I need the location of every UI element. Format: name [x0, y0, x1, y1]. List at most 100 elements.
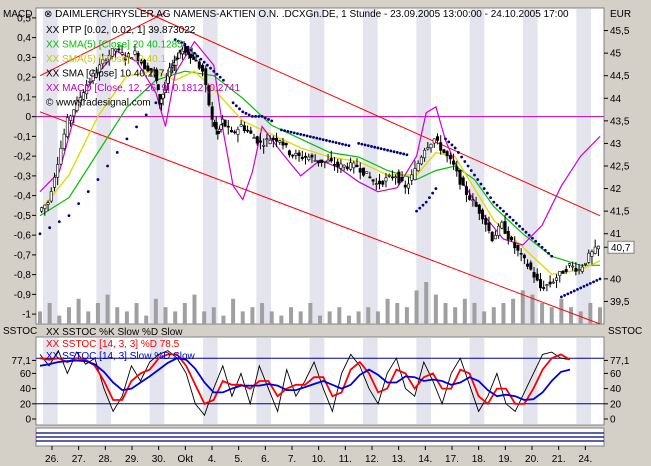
candle-body — [78, 97, 82, 103]
candle-body — [423, 149, 427, 159]
candle-body — [442, 149, 446, 153]
day-band — [256, 9, 271, 323]
price-tick-label: 43,5 — [610, 116, 630, 127]
volume-bar — [163, 307, 168, 324]
sar-dot — [434, 187, 438, 190]
volume-bar — [298, 311, 303, 324]
sar-dot — [363, 143, 367, 147]
volume-bar — [38, 311, 42, 324]
sar-dot — [325, 139, 328, 142]
price-tick-label: 41,5 — [610, 207, 630, 218]
sar-dot — [473, 173, 476, 177]
volume-bar — [588, 303, 593, 324]
candle-body — [426, 147, 430, 150]
volume-bar — [115, 307, 120, 324]
candle-body — [155, 69, 159, 82]
candle-body — [275, 137, 279, 142]
candle-body — [316, 160, 320, 164]
sar-dot — [366, 144, 370, 148]
sar-dot — [234, 104, 238, 108]
day-band — [469, 9, 485, 323]
candle-body — [551, 281, 555, 284]
sar-dot — [514, 221, 518, 225]
sar-dot — [505, 212, 509, 216]
sar-dot — [379, 147, 383, 151]
sar-dot — [289, 130, 293, 134]
candle-body — [307, 156, 311, 160]
candle-body — [590, 251, 594, 257]
sar-dot — [592, 280, 595, 284]
candle-body — [593, 246, 597, 254]
sar-dot — [257, 114, 261, 118]
sar-dot — [479, 182, 483, 186]
candle-body — [94, 72, 98, 78]
stoch-tick-label: 60 — [610, 369, 622, 380]
volume-bar — [173, 311, 178, 324]
day-band — [523, 9, 538, 323]
sar-dot — [344, 143, 348, 147]
candle-body — [481, 209, 485, 220]
candle-body — [62, 133, 66, 149]
sar-dot — [543, 248, 547, 252]
sar-dot — [421, 203, 425, 207]
date-label: 7. — [288, 454, 296, 465]
candle-body — [332, 164, 336, 166]
sar-dot — [286, 129, 290, 133]
date-label: 13. — [392, 454, 406, 465]
macd-line — [39, 40, 601, 246]
price-tick-label: 44 — [610, 94, 622, 105]
sar-dot — [308, 135, 312, 139]
candle-body — [300, 156, 304, 159]
sar-dot — [453, 146, 457, 150]
volume-bar — [289, 307, 294, 324]
stoch-tick-label: 0 — [610, 415, 616, 426]
volume-bar — [105, 294, 110, 324]
candle-body — [564, 269, 568, 272]
sar-dot — [489, 196, 492, 200]
candle-body — [117, 48, 121, 51]
candle-body — [221, 118, 225, 124]
sar-dot — [576, 287, 579, 291]
date-label: 18. — [472, 454, 486, 465]
volume-bar — [520, 290, 525, 324]
sar-dot — [450, 143, 454, 147]
candle-body — [159, 98, 163, 104]
sar-dot — [115, 151, 119, 154]
sar-dot — [463, 160, 467, 163]
candle-body — [56, 164, 60, 178]
day-band — [203, 338, 218, 424]
candle-body — [490, 231, 494, 242]
candle-body — [219, 124, 223, 130]
day-band — [149, 9, 165, 323]
sar-dot — [582, 284, 586, 288]
candle-body — [410, 174, 414, 181]
sar-dot — [405, 153, 409, 157]
candle-body — [471, 199, 475, 202]
date-label: 30. — [152, 454, 166, 465]
candle-body — [258, 140, 262, 143]
candle-body — [192, 56, 196, 60]
sar-dot — [460, 155, 464, 159]
volume-bar — [192, 294, 197, 324]
volume-bar — [318, 315, 322, 324]
candle-body — [326, 159, 330, 163]
candle-body — [487, 222, 491, 231]
candle-body — [149, 68, 153, 71]
candle-body — [252, 137, 256, 139]
sar-dot — [180, 41, 184, 45]
macd-tick-label: -0,3 — [14, 171, 32, 182]
candle-body — [190, 54, 194, 57]
macd-tick-label: 0 — [25, 112, 31, 123]
volume-bar — [211, 307, 216, 324]
candle-body — [107, 55, 111, 60]
candle-body — [216, 131, 220, 135]
sar-dot — [144, 113, 148, 117]
candle-body — [403, 184, 407, 188]
date-label: 29. — [125, 454, 139, 465]
stoch-tick-label: 20 — [20, 399, 32, 410]
sar-dot — [222, 78, 225, 82]
candle-body — [577, 269, 581, 271]
sar-dot — [485, 191, 489, 195]
pane-tag-sstoc-left: SSTOC — [3, 326, 37, 337]
candle-body — [468, 195, 472, 200]
